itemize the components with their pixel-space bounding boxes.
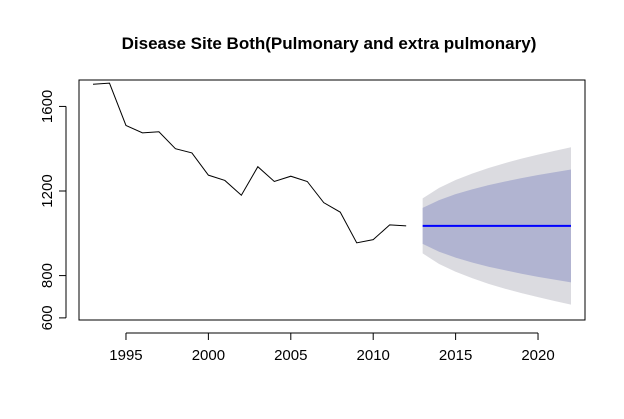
x-tick-label: 2000 (192, 347, 225, 364)
y-tick-label: 1200 (39, 174, 56, 207)
x-tick-label: 2020 (521, 347, 554, 364)
series-lines (92, 82, 571, 244)
y-tick-label: 800 (39, 263, 56, 288)
chart-title: Disease Site Both(Pulmonary and extra pu… (122, 34, 537, 53)
x-tick-label: 2015 (439, 347, 472, 364)
plot-frame (78, 79, 586, 321)
x-tick-label: 1995 (109, 347, 142, 364)
y-tick-label: 600 (39, 305, 56, 330)
x-axis: 1995 2000 2005 2010 2015 2020 (109, 332, 555, 364)
y-axis: 600 800 1200 1600 (39, 90, 67, 330)
x-tick-label: 2010 (357, 347, 390, 364)
y-tick-label: 1600 (39, 90, 56, 123)
observed-line (92, 82, 407, 244)
x-tick-label: 2005 (274, 347, 307, 364)
